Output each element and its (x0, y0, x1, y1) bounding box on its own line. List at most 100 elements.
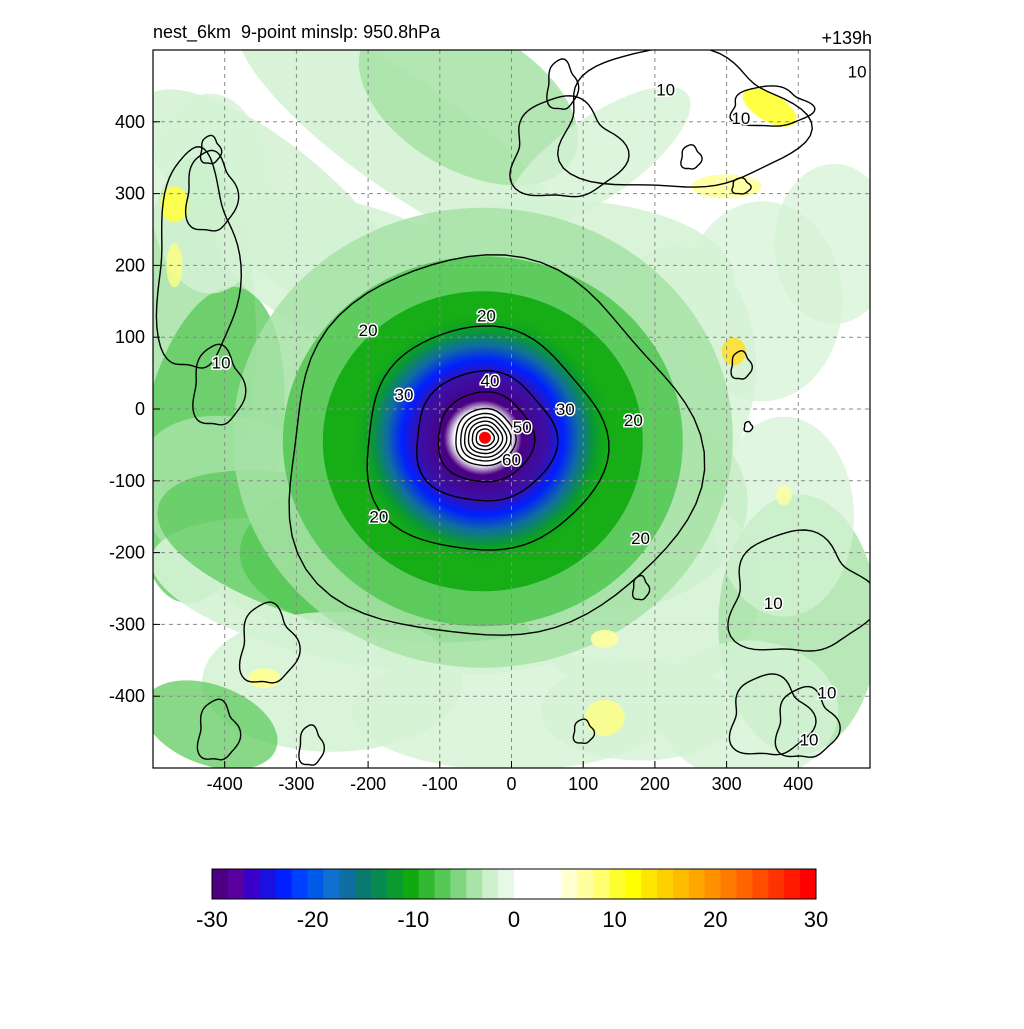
y-tick-label: 300 (115, 184, 145, 204)
contour-label: 20 (631, 529, 650, 548)
contour-10 (729, 85, 816, 127)
contour-label: 30 (394, 386, 413, 405)
contour-label: 10 (848, 63, 867, 82)
y-tick-label: -200 (109, 543, 145, 563)
x-axis-ticks: -400 -300 -200 -100 0 100 200 300 400 (207, 761, 813, 794)
y-tick-label: 200 (115, 255, 145, 275)
contour-10 (774, 685, 841, 758)
colorbar-swatch (784, 869, 801, 899)
field-patch (774, 163, 870, 324)
chart-title: nest_6km 9-point minslp: 950.8hPa (153, 22, 441, 42)
contour-label: 40 (481, 371, 500, 390)
contour-10 (728, 673, 817, 756)
colorbar-swatch (529, 869, 547, 899)
colorbar-tick-label: 20 (703, 907, 727, 932)
y-axis-ticks: 400 300 200 100 0 -100 -200 -300 -400 (109, 112, 160, 706)
colorbar-swatch (450, 869, 467, 899)
colorbar-swatch (514, 869, 531, 899)
colorbar-swatch (212, 869, 229, 899)
contour-10 (298, 724, 326, 766)
colorbar-swatch (609, 869, 626, 899)
colorbar-swatch (243, 869, 261, 899)
contour-20 (288, 254, 706, 636)
contour-40 (416, 369, 559, 502)
positive-patch (775, 485, 792, 506)
colorbar-swatch (386, 869, 404, 899)
contour-10 (184, 149, 240, 232)
colorbar-swatch (768, 869, 785, 899)
contour-label: 10 (764, 594, 783, 613)
contour-label: 20 (624, 411, 643, 430)
x-tick-label: -400 (207, 774, 243, 794)
contour-label: 20 (369, 508, 388, 527)
contour-core (475, 428, 495, 447)
x-tick-label: -100 (422, 774, 458, 794)
colorbar-tick-label: -30 (196, 907, 228, 932)
field-patch (658, 640, 839, 768)
x-tick-label: -300 (278, 774, 314, 794)
colorbar-swatch (561, 869, 579, 899)
x-tick-label: 300 (712, 774, 742, 794)
colorbar-swatch (625, 869, 642, 899)
colorbar-tick-label: 30 (804, 907, 828, 932)
colorbar-tick-label: 10 (602, 907, 626, 932)
colorbar-swatch (339, 869, 356, 899)
contour-label: 10 (212, 353, 231, 372)
y-tick-label: -300 (109, 614, 145, 634)
colorbar-swatch (291, 869, 308, 899)
contour-label: 50 (513, 418, 532, 437)
storm-center-marker (478, 431, 491, 444)
colorbar-swatch (275, 869, 292, 899)
contour-core (460, 412, 512, 462)
colorbar-swatch (434, 869, 451, 899)
positive-patch (248, 668, 281, 689)
contour-label: 60 (502, 450, 521, 469)
x-tick-label: 100 (568, 774, 598, 794)
colorbar-swatch (593, 869, 610, 899)
contour-10 (730, 350, 754, 380)
colorbar-swatch (704, 869, 722, 899)
colorbar-swatch (752, 869, 769, 899)
contour-label: 20 (477, 307, 496, 326)
contour-10 (509, 95, 630, 198)
colorbar-tick-labels: -30 -20 -10 0 10 20 30 (196, 907, 828, 932)
contour-10 (199, 134, 223, 165)
contour-core (455, 407, 517, 467)
positive-patch (721, 337, 746, 366)
y-tick-label: 100 (115, 327, 145, 347)
contour-core (467, 420, 504, 455)
contour-10 (731, 177, 752, 195)
colorbar-swatch (498, 869, 515, 899)
contour-10 (743, 420, 754, 433)
x-tick-label: -200 (350, 774, 386, 794)
y-tick-label: -400 (109, 686, 145, 706)
contour-label: 30 (556, 400, 575, 419)
y-tick-label: 400 (115, 112, 145, 132)
contour-label: 10 (656, 80, 675, 99)
colorbar-swatch (323, 869, 340, 899)
contour-10 (680, 144, 703, 170)
positive-patch (590, 629, 619, 648)
contour-10 (572, 718, 596, 744)
contour-10 (155, 146, 243, 369)
colorbar-swatch (657, 869, 674, 899)
colorbar-swatch (545, 869, 563, 899)
contour-core (471, 424, 500, 451)
colorbar-swatch (418, 869, 436, 899)
field-patch (153, 680, 278, 768)
colorbar-swatch (466, 869, 483, 899)
contour-label: 10 (800, 730, 819, 749)
contour-10 (727, 529, 870, 652)
colorbar-swatch (577, 869, 594, 899)
colorbar-tick-label: -10 (397, 907, 429, 932)
contour-10 (196, 698, 242, 761)
y-tick-label: 0 (135, 399, 145, 419)
x-tick-label: 200 (640, 774, 670, 794)
colorbar-frame (211, 868, 817, 900)
contour-30 (366, 325, 610, 551)
positive-patch (160, 186, 189, 223)
y-tick-label: -100 (109, 471, 145, 491)
contour-lines (155, 50, 870, 766)
